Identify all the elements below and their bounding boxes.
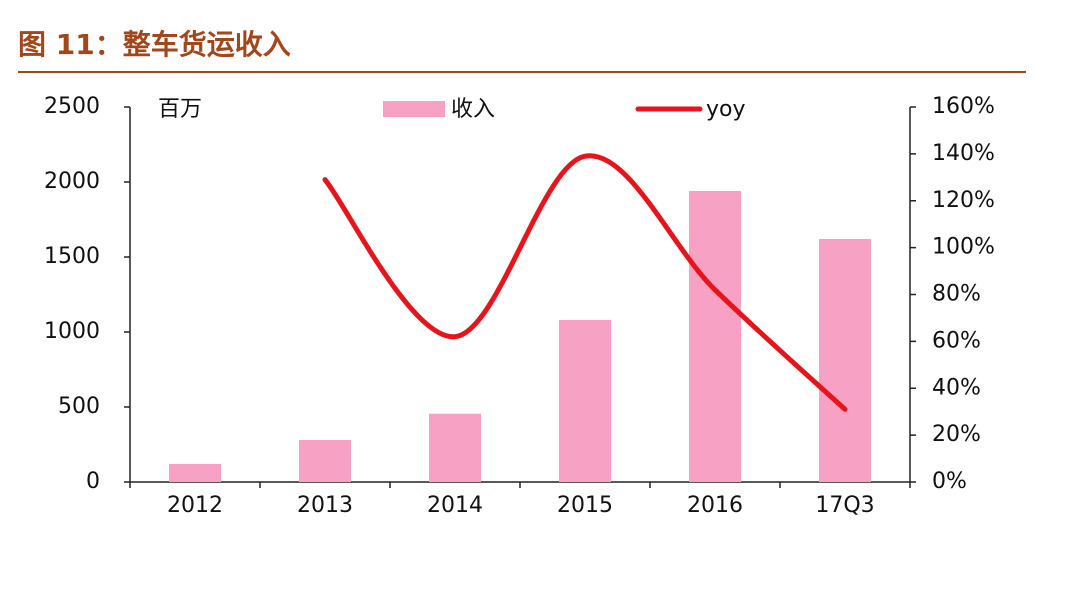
y2-tick-label: 60% [932, 328, 981, 353]
x-tick-label: 2014 [427, 493, 483, 518]
y2-tick-label: 100% [932, 235, 995, 260]
y-tick-label: 1000 [44, 319, 100, 344]
y-unit: 百万 [158, 97, 202, 122]
y2-tick-label: 160% [932, 94, 995, 119]
x-tick-label: 17Q3 [815, 493, 874, 518]
bar [169, 464, 221, 482]
y2-tick-label: 40% [932, 375, 981, 400]
y2-tick-label: 140% [932, 141, 995, 166]
legend-label: yoy [706, 97, 746, 122]
chart-title: 图 11：整车货运收入 [18, 28, 291, 61]
x-tick-label: 2012 [167, 493, 223, 518]
y-tick-label: 0 [86, 469, 100, 494]
y-tick-label: 2500 [44, 94, 100, 119]
y2-tick-label: 80% [932, 282, 981, 307]
legend-swatch [383, 101, 445, 117]
x-tick-label: 2015 [557, 493, 613, 518]
y-tick-label: 500 [58, 394, 100, 419]
y2-tick-label: 20% [932, 422, 981, 447]
x-tick-label: 2016 [687, 493, 743, 518]
line [322, 153, 848, 412]
legend-label: 收入 [451, 97, 495, 122]
y-tick-label: 1500 [44, 244, 100, 269]
bar [429, 413, 481, 482]
bar [819, 239, 871, 482]
x-tick-label: 2013 [297, 493, 353, 518]
y2-tick-label: 120% [932, 188, 995, 213]
bar [299, 440, 351, 482]
bar [689, 191, 741, 482]
bar [559, 320, 611, 482]
y2-tick-label: 0% [932, 469, 967, 494]
y-tick-label: 2000 [44, 169, 100, 194]
